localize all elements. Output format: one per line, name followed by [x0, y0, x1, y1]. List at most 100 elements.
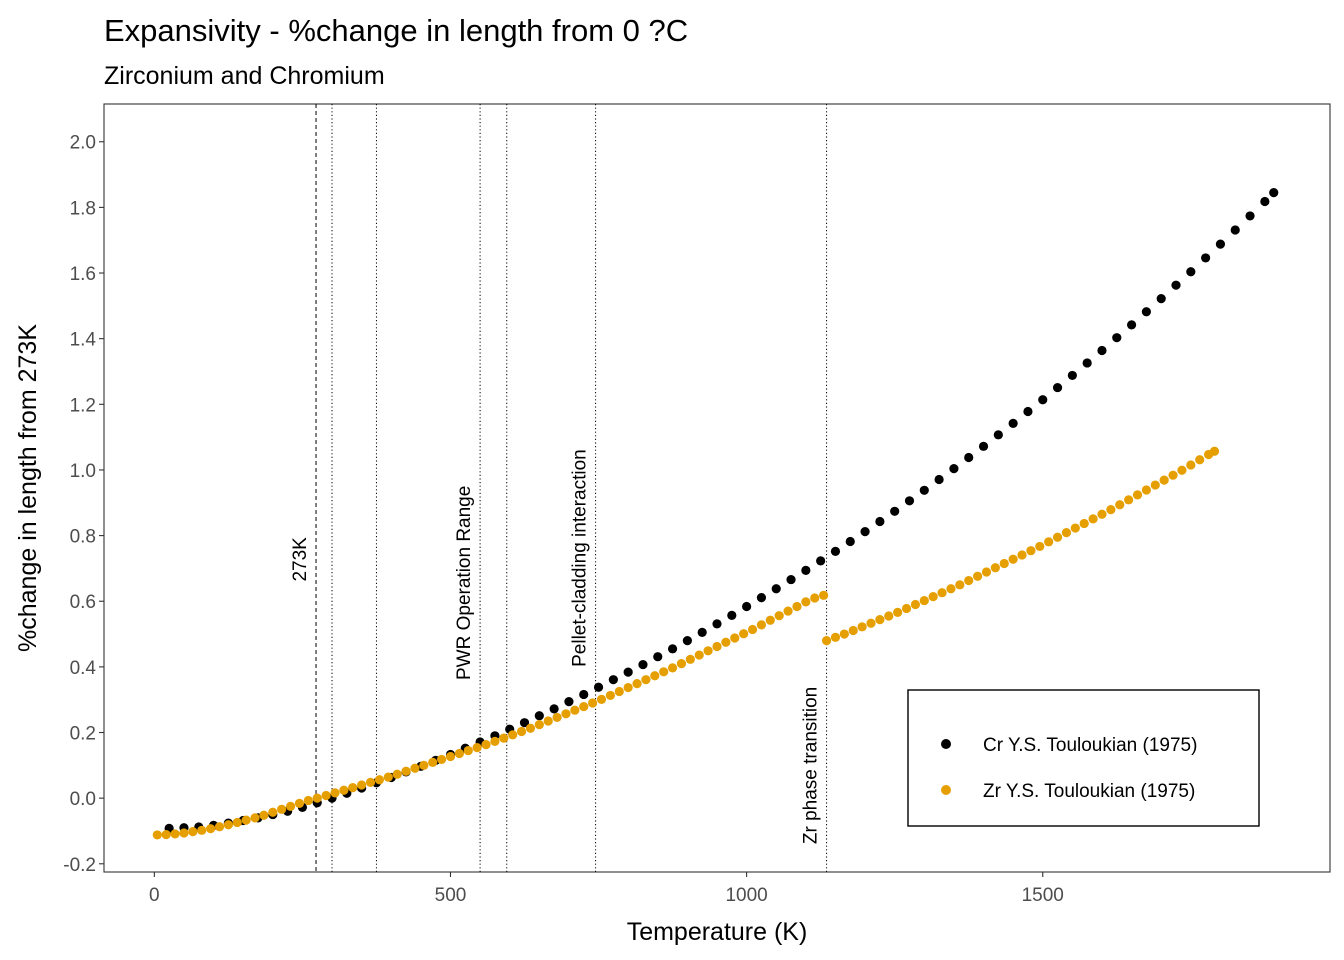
zr-point — [357, 780, 367, 790]
cr-point — [653, 652, 663, 662]
legend-box — [907, 689, 1260, 827]
cr-point — [1156, 294, 1166, 304]
cr-point — [682, 636, 692, 646]
zr-point — [197, 825, 207, 835]
cr-point — [964, 452, 974, 463]
zr-point — [1168, 470, 1178, 480]
zr-point — [694, 650, 704, 660]
legend-key-cr — [941, 739, 951, 749]
zr-point — [1159, 475, 1169, 485]
y-tick-label: 1.8 — [70, 198, 96, 219]
legend: Cr Y.S. Touloukian (1975) Zr Y.S. Toulou… — [907, 689, 1260, 827]
zr-point — [1209, 446, 1220, 456]
cr-point — [949, 464, 959, 474]
zr-point — [774, 611, 784, 621]
zr-point — [472, 743, 482, 753]
zr-point — [419, 760, 429, 770]
zr-point — [981, 567, 992, 577]
zr-point — [294, 798, 305, 809]
zr-point — [659, 667, 669, 677]
zr-point — [1070, 523, 1080, 533]
cr-point — [1023, 406, 1033, 417]
zr-point — [223, 820, 233, 830]
zr-point — [830, 632, 841, 642]
zr-point — [910, 599, 921, 610]
zr-point — [884, 611, 894, 621]
zr-point — [821, 636, 832, 646]
zr-point — [410, 763, 420, 773]
cr-point — [1112, 333, 1122, 343]
zr-point — [1150, 480, 1160, 490]
x-tick-label: 1000 — [725, 885, 767, 906]
zr-point — [348, 783, 358, 793]
zr-point — [499, 733, 509, 743]
zr-point — [1026, 546, 1036, 556]
zr-point — [623, 682, 633, 693]
zr-point — [534, 720, 544, 730]
cr-point — [1141, 307, 1151, 317]
zr-point — [946, 584, 956, 594]
zr-point — [866, 618, 876, 628]
x-tick-label: 500 — [435, 885, 467, 906]
zr-point — [819, 590, 829, 600]
zr-point — [703, 646, 713, 656]
zr-point — [650, 671, 660, 681]
zr-point — [330, 788, 340, 798]
zr-point — [179, 828, 189, 838]
zr-point — [667, 663, 678, 673]
cr-point — [549, 704, 559, 714]
zr-point — [783, 606, 793, 616]
y-axis-title: %change in length from 273K — [14, 324, 42, 652]
cr-point — [934, 474, 944, 485]
cr-point — [904, 496, 915, 506]
zr-point — [490, 736, 500, 746]
x-axis: 0 500 1000 1500 — [149, 872, 1064, 906]
cr-point — [801, 565, 811, 575]
cr-point — [519, 718, 530, 728]
zr-point — [445, 751, 456, 762]
y-tick-label: 0.0 — [70, 789, 96, 810]
cr-point — [771, 584, 781, 594]
legend-label-cr: Cr Y.S. Touloukian (1975) — [983, 735, 1197, 756]
zr-point — [641, 675, 651, 685]
zr-point — [303, 795, 313, 806]
data-points — [152, 188, 1279, 840]
cr-point — [890, 506, 900, 516]
zr-point — [206, 824, 216, 834]
cr-point — [756, 593, 767, 603]
zr-point — [1177, 465, 1187, 475]
y-tick-label: 2.0 — [70, 133, 96, 154]
zr-point — [1115, 500, 1125, 510]
zr-point — [848, 625, 858, 636]
cr-point — [564, 697, 574, 707]
y-tick-label: -0.2 — [63, 855, 96, 876]
cr-point — [712, 619, 722, 629]
zr-point — [241, 815, 251, 825]
zr-point — [1088, 514, 1098, 524]
zr-point — [632, 679, 642, 689]
cr-point — [1082, 358, 1092, 368]
cr-point — [638, 659, 648, 670]
reference-lines — [315, 104, 828, 872]
reference-line-label: PWR Operation Range — [454, 486, 475, 680]
zr-point — [543, 716, 553, 726]
zr-point — [747, 624, 758, 635]
zr-point — [721, 637, 731, 647]
zr-point — [428, 757, 438, 767]
zr-point — [1061, 528, 1072, 538]
zr-point — [1141, 485, 1151, 495]
cr-point — [1171, 280, 1181, 290]
zr-point — [614, 686, 624, 697]
x-tick-label: 1500 — [1022, 885, 1064, 906]
zr-point — [901, 603, 912, 614]
zr-point — [374, 775, 385, 785]
y-tick-label: 1.0 — [70, 461, 96, 482]
reference-line-label: Pellet-cladding interaction — [570, 449, 591, 667]
cr-point — [623, 667, 633, 677]
zr-point — [1035, 541, 1045, 552]
cr-point — [1260, 196, 1270, 207]
reference-line-label: 273K — [290, 537, 311, 582]
zr-point — [481, 740, 491, 750]
zr-point — [937, 588, 947, 598]
